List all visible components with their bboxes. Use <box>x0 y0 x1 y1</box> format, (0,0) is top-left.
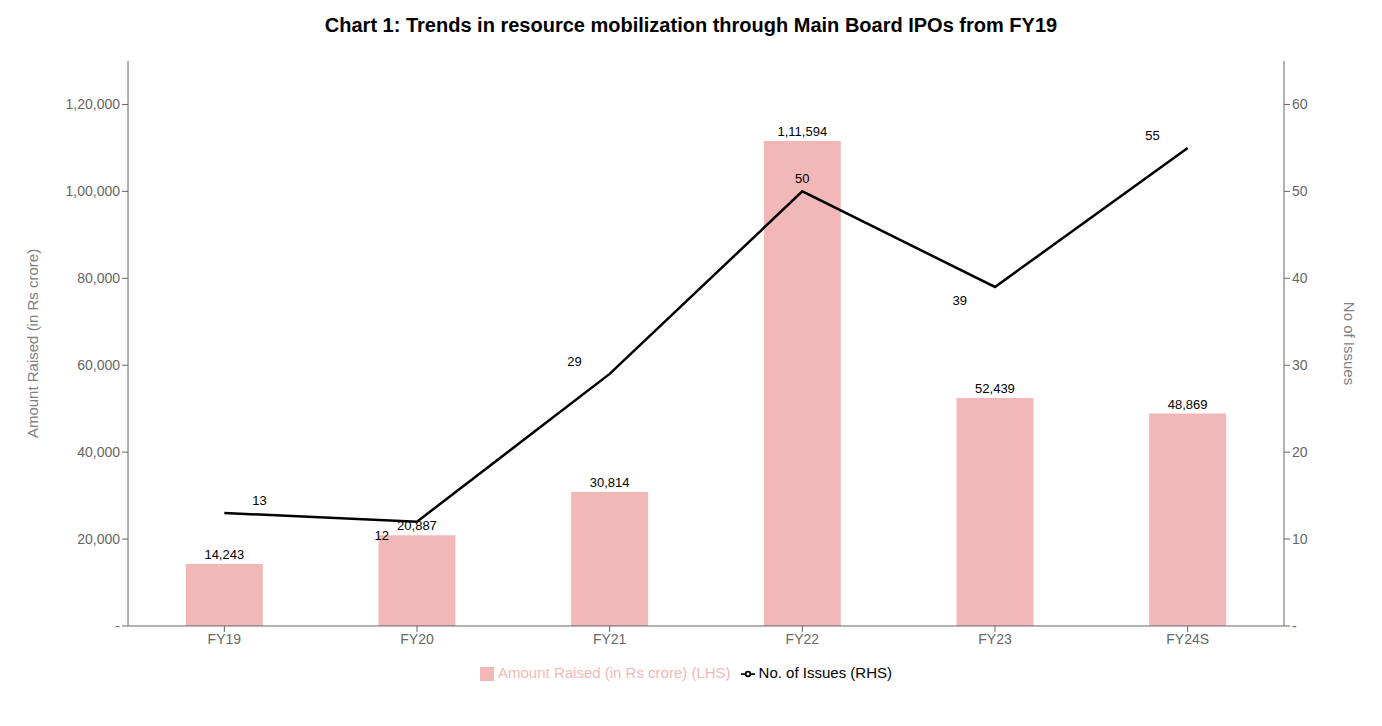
svg-text:FY23: FY23 <box>978 631 1012 647</box>
svg-text:80,000: 80,000 <box>77 270 120 286</box>
svg-text:FY21: FY21 <box>593 631 627 647</box>
svg-text:60,000: 60,000 <box>77 357 120 373</box>
svg-text:48,869: 48,869 <box>1168 397 1208 412</box>
html-text:No. of Issues (RHS): No. of Issues (RHS) <box>758 664 892 681</box>
svg-text:52,439: 52,439 <box>975 381 1015 396</box>
svg-text:FY19: FY19 <box>208 631 242 647</box>
svg-text:39: 39 <box>953 293 967 308</box>
svg-text:40,000: 40,000 <box>77 444 120 460</box>
svg-text:50: 50 <box>795 171 809 186</box>
svg-text:30: 30 <box>1292 357 1308 373</box>
svg-text:30,814: 30,814 <box>590 475 630 490</box>
svg-text:50: 50 <box>1292 183 1308 199</box>
svg-text:13: 13 <box>252 493 266 508</box>
svg-text:1,20,000: 1,20,000 <box>66 96 121 112</box>
html-text:Chart 1: Trends in resource mo: Chart 1: Trends in resource mobilization… <box>324 14 1058 36</box>
svg-text:Amount Raised (in Rs crore): Amount Raised (in Rs crore) <box>24 249 41 438</box>
svg-text:-: - <box>115 618 120 634</box>
svg-text:FY20: FY20 <box>400 631 434 647</box>
svg-text:FY22: FY22 <box>786 631 820 647</box>
svg-text:40: 40 <box>1292 270 1308 286</box>
svg-text:20,000: 20,000 <box>77 531 120 547</box>
svg-text:-: - <box>1292 618 1297 634</box>
html-text:Amount Raised (in Rs crore) (L: Amount Raised (in Rs crore) (LHS) <box>498 664 731 681</box>
svg-text:1,00,000: 1,00,000 <box>66 183 121 199</box>
svg-text:No of Issues: No of Issues <box>1341 302 1358 385</box>
svg-text:20,887: 20,887 <box>397 518 437 533</box>
svg-text:FY24S: FY24S <box>1166 631 1209 647</box>
svg-text:60: 60 <box>1292 96 1308 112</box>
svg-text:55: 55 <box>1145 128 1159 143</box>
svg-text:12: 12 <box>375 528 389 543</box>
svg-text:14,243: 14,243 <box>204 547 244 562</box>
svg-text:29: 29 <box>567 354 581 369</box>
svg-text:20: 20 <box>1292 444 1308 460</box>
svg-text:10: 10 <box>1292 531 1308 547</box>
svg-text:1,11,594: 1,11,594 <box>777 124 827 139</box>
